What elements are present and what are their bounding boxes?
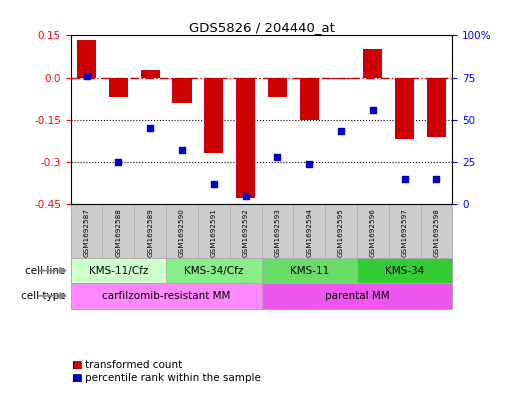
Point (210, 181, 218, 187)
Bar (230, 204, 262, 258)
Point (146, 125, 154, 131)
Text: GSM1692590: GSM1692590 (179, 208, 185, 257)
Bar (71, 204, 103, 258)
Text: KMS-11: KMS-11 (290, 266, 329, 275)
Point (369, 107, 377, 113)
Text: parental MM: parental MM (325, 291, 389, 301)
Bar (262, 204, 293, 258)
Text: GSM1692596: GSM1692596 (370, 208, 376, 257)
Bar (204, 77, 223, 153)
Text: GSM1692593: GSM1692593 (275, 208, 280, 257)
Bar (262, 258, 357, 283)
Bar (134, 204, 166, 258)
Text: ■ transformed count: ■ transformed count (72, 360, 182, 371)
Bar (427, 77, 446, 136)
Text: GSM1692588: GSM1692588 (116, 208, 121, 257)
Bar (236, 77, 255, 198)
Bar (420, 204, 452, 258)
Text: GSM1692598: GSM1692598 (434, 208, 439, 257)
Bar (141, 70, 160, 77)
Point (82, 73, 90, 79)
Bar (198, 204, 230, 258)
Text: GSM1692592: GSM1692592 (243, 208, 248, 257)
Bar (293, 204, 325, 258)
Bar (77, 40, 96, 77)
Text: GSM1692589: GSM1692589 (147, 208, 153, 257)
Bar (363, 50, 382, 77)
Bar (395, 77, 414, 140)
Text: cell line: cell line (25, 266, 69, 275)
Text: ■ percentile rank within the sample: ■ percentile rank within the sample (72, 373, 260, 384)
Bar (173, 77, 191, 103)
Point (273, 154, 281, 160)
Bar (300, 77, 319, 120)
Text: ■: ■ (72, 360, 82, 371)
Text: GSM1692597: GSM1692597 (402, 208, 407, 257)
Bar (166, 204, 198, 258)
Point (305, 160, 313, 167)
Text: KMS-34/Cfz: KMS-34/Cfz (184, 266, 244, 275)
Point (242, 193, 250, 199)
Point (178, 147, 186, 153)
Text: GSM1692587: GSM1692587 (84, 208, 89, 257)
Bar (71, 258, 166, 283)
Title: GDS5826 / 204440_at: GDS5826 / 204440_at (189, 21, 334, 34)
Point (433, 176, 441, 182)
Bar (357, 204, 389, 258)
Bar (166, 258, 262, 283)
Text: ■: ■ (72, 373, 82, 384)
Text: GSM1692591: GSM1692591 (211, 208, 217, 257)
Bar (109, 77, 128, 97)
Text: KMS-34: KMS-34 (385, 266, 424, 275)
Bar (268, 77, 287, 97)
Text: KMS-11/Cfz: KMS-11/Cfz (88, 266, 148, 275)
Point (401, 176, 409, 182)
Bar (262, 283, 452, 309)
Text: cell type: cell type (21, 291, 69, 301)
Bar (103, 204, 134, 258)
Bar (71, 283, 262, 309)
Bar (357, 258, 452, 283)
Point (337, 129, 345, 135)
Bar (325, 204, 357, 258)
Point (114, 159, 122, 165)
Bar (389, 204, 420, 258)
Text: GSM1692594: GSM1692594 (306, 208, 312, 257)
Bar (332, 77, 350, 79)
Text: carfilzomib-resistant MM: carfilzomib-resistant MM (102, 291, 230, 301)
Text: GSM1692595: GSM1692595 (338, 208, 344, 257)
